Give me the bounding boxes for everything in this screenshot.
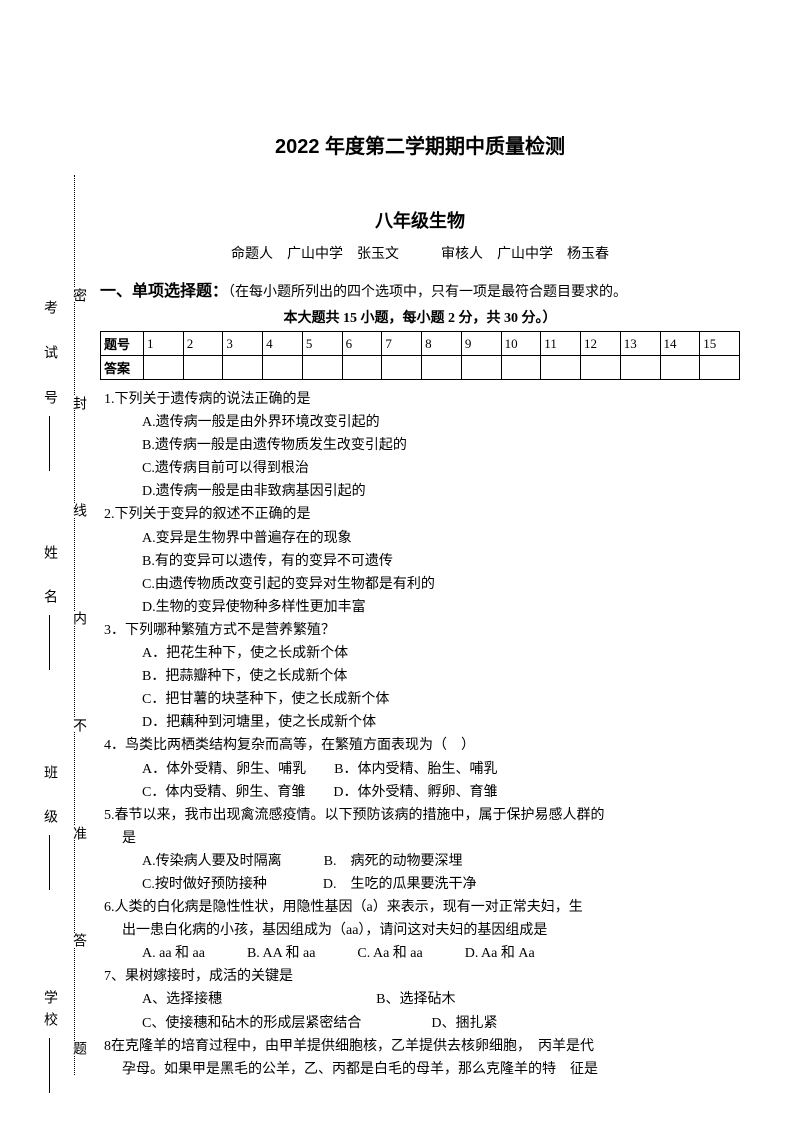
section1-header: 一、单项选择题：（在每小题所列出的四个选项中，只有一项是最符合题目要求的。 bbox=[100, 277, 740, 301]
q2-a: A.变异是生物界中普遍存在的现象 bbox=[100, 527, 740, 550]
ans-2 bbox=[183, 356, 223, 380]
q3-d: D．把藕种到河塘里，使之长成新个体 bbox=[100, 711, 740, 734]
ans-3 bbox=[223, 356, 263, 380]
field-school: 学校 bbox=[35, 990, 63, 1093]
binding-sidebar: 题 答 准 不 内 线 封 密 学校 班 级 姓 名 考 试 号 bbox=[30, 175, 85, 1075]
answer-grid-header-row: 题号 1 2 3 4 5 6 7 8 9 10 11 12 13 14 15 bbox=[101, 332, 740, 356]
answer-grid: 题号 1 2 3 4 5 6 7 8 9 10 11 12 13 14 15 答… bbox=[100, 331, 740, 380]
field-name-line bbox=[49, 615, 50, 670]
ans-14 bbox=[660, 356, 700, 380]
ans-6 bbox=[342, 356, 382, 380]
ans-7 bbox=[382, 356, 422, 380]
ans-5 bbox=[302, 356, 342, 380]
ans-1 bbox=[143, 356, 183, 380]
q6-line1: A. aa 和 aa B. AA 和 aa C. Aa 和 aa D. Aa 和… bbox=[100, 942, 740, 965]
q7-line1: A、选择接穗 B、选择砧木 bbox=[100, 988, 740, 1011]
q1-b: B.遗传病一般是由遗传物质发生改变引起的 bbox=[100, 434, 740, 457]
ans-13 bbox=[620, 356, 660, 380]
ans-4 bbox=[263, 356, 303, 380]
seal-char-ti: 题 bbox=[68, 1041, 88, 1055]
q3-stem: 3．下列哪种繁殖方式不是营养繁殖？ bbox=[100, 619, 740, 642]
col-12: 12 bbox=[581, 332, 621, 356]
q1-d: D.遗传病一般是由非致病基因引起的 bbox=[100, 480, 740, 503]
q1-stem: 1.下列关于遗传病的说法正确的是 bbox=[100, 388, 740, 411]
col-11: 11 bbox=[541, 332, 581, 356]
ans-11 bbox=[541, 356, 581, 380]
field-examno-label: 考 试 号 bbox=[39, 300, 59, 412]
q7-stem: 7、果树嫁接时，成活的关键是 bbox=[100, 965, 740, 988]
field-class-line bbox=[49, 835, 50, 890]
row-a-label: 答案 bbox=[101, 356, 144, 380]
col-15: 15 bbox=[700, 332, 740, 356]
col-7: 7 bbox=[382, 332, 422, 356]
main-title: 2022 年度第二学期期中质量检测 bbox=[100, 130, 740, 159]
q5-line2: C.按时做好预防接种 D. 生吃的瓜果要洗干净 bbox=[100, 873, 740, 896]
field-school-line bbox=[49, 1038, 50, 1093]
col-13: 13 bbox=[620, 332, 660, 356]
ans-15 bbox=[700, 356, 740, 380]
q7-line2: C、使接穗和砧木的形成层紧密结合 D、捆扎紧 bbox=[100, 1012, 740, 1035]
ans-9 bbox=[461, 356, 501, 380]
section1-bold: 一、单项选择题： bbox=[100, 283, 228, 300]
q5-line1: A.传染病人要及时隔离 B. 病死的动物要深埋 bbox=[100, 850, 740, 873]
q5-stem2: 是 bbox=[100, 827, 740, 850]
col-4: 4 bbox=[263, 332, 303, 356]
col-14: 14 bbox=[660, 332, 700, 356]
seal-char-bu: 不 bbox=[68, 718, 88, 732]
col-2: 2 bbox=[183, 332, 223, 356]
col-10: 10 bbox=[501, 332, 541, 356]
field-examno-line bbox=[49, 416, 50, 471]
col-6: 6 bbox=[342, 332, 382, 356]
questions: 1.下列关于遗传病的说法正确的是 A.遗传病一般是由外界环境改变引起的 B.遗传… bbox=[100, 388, 740, 1081]
col-1: 1 bbox=[143, 332, 183, 356]
seal-char-mi: 密 bbox=[68, 288, 88, 302]
field-class: 班 级 bbox=[35, 765, 63, 890]
col-9: 9 bbox=[461, 332, 501, 356]
sub-title: 八年级生物 bbox=[100, 207, 740, 233]
field-class-label: 班 级 bbox=[39, 765, 59, 831]
seal-char-zhun: 准 bbox=[68, 826, 88, 840]
section1-rest: （在每小题所列出的四个选项中，只有一项是最符合题目要求的。 bbox=[228, 285, 627, 300]
q3-a: A．把花生种下，使之长成新个体 bbox=[100, 642, 740, 665]
seal-char-nei: 内 bbox=[68, 611, 88, 625]
q3-b: B．把蒜瓣种下，使之长成新个体 bbox=[100, 665, 740, 688]
q5-stem: 5.春节以来，我市出现禽流感疫情。以下预防该病的措施中，属于保护易感人群的 bbox=[100, 804, 740, 827]
ans-10 bbox=[501, 356, 541, 380]
ans-12 bbox=[581, 356, 621, 380]
col-3: 3 bbox=[223, 332, 263, 356]
q6-stem: 6.人类的白化病是隐性性状，用隐性基因（a）来表示，现有一对正常夫妇，生 bbox=[100, 896, 740, 919]
q2-stem: 2.下列关于变异的叙述不正确的是 bbox=[100, 503, 740, 526]
field-name-label: 姓 名 bbox=[39, 545, 59, 611]
q4-line1: A．体外受精、卵生、哺乳 B．体内受精、胎生、哺乳 bbox=[100, 758, 740, 781]
seal-char-feng: 封 bbox=[68, 396, 88, 410]
q2-b: B.有的变异可以遗传，有的变异不可遗传 bbox=[100, 550, 740, 573]
q6-stem2: 出一患白化病的小孩，基因组成为（aa），请问这对夫妇的基因组成是 bbox=[100, 919, 740, 942]
q2-c: C.由遗传物质改变引起的变异对生物都是有利的 bbox=[100, 573, 740, 596]
seal-char-xian: 线 bbox=[68, 503, 88, 517]
q1-a: A.遗传病一般是由外界环境改变引起的 bbox=[100, 411, 740, 434]
q4-line2: C．体内受精、卵生、育雏 D．体外受精、孵卵、育雏 bbox=[100, 781, 740, 804]
q2-d: D.生物的变异使物种多样性更加丰富 bbox=[100, 596, 740, 619]
col-8: 8 bbox=[422, 332, 462, 356]
seal-char-da: 答 bbox=[68, 933, 88, 947]
q4-stem: 4．鸟类比两栖类结构复杂而高等，在繁殖方面表现为（ ） bbox=[100, 734, 740, 757]
q1-c: C.遗传病目前可以得到根治 bbox=[100, 457, 740, 480]
field-school-label: 学校 bbox=[39, 990, 59, 1034]
answer-grid-answer-row: 答案 bbox=[101, 356, 740, 380]
ans-8 bbox=[422, 356, 462, 380]
q3-c: C．把甘薯的块茎种下，使之长成新个体 bbox=[100, 688, 740, 711]
section1-note: 本大题共 15 小题，每小题 2 分，共 30 分。） bbox=[100, 307, 740, 327]
col-5: 5 bbox=[302, 332, 342, 356]
field-name: 姓 名 bbox=[35, 545, 63, 670]
q8-stem: 8在克隆羊的培育过程中，由甲羊提供细胞核，乙羊提供去核卵细胞， 丙羊是代 bbox=[100, 1035, 740, 1058]
authors-line: 命题人 广山中学 张玉文 审核人 广山中学 杨玉春 bbox=[100, 243, 740, 263]
q8-stem2: 孕母。如果甲是黑毛的公羊，乙、丙都是白毛的母羊，那么克隆羊的特 征是 bbox=[100, 1058, 740, 1081]
field-examno: 考 试 号 bbox=[35, 300, 63, 471]
row-q-label: 题号 bbox=[101, 332, 144, 356]
page-content: 2022 年度第二学期期中质量检测 八年级生物 命题人 广山中学 张玉文 审核人… bbox=[100, 130, 740, 1081]
